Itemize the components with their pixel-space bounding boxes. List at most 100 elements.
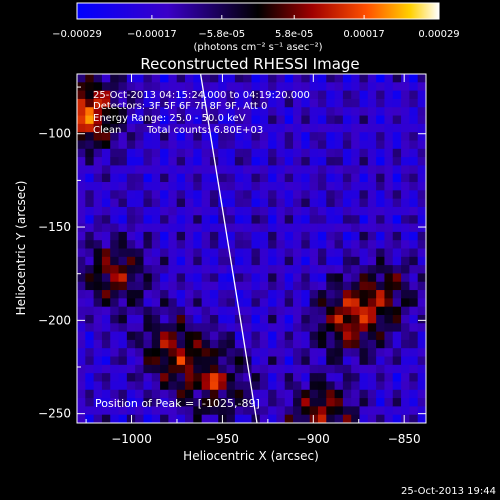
heatmap-cell (185, 281, 194, 291)
heatmap-cell (326, 132, 335, 141)
heatmap-cell (234, 348, 244, 357)
heatmap-cell (77, 123, 86, 133)
heatmap-cell (334, 290, 344, 299)
heatmap-cell (85, 414, 95, 423)
heatmap-cell (251, 74, 261, 83)
heatmap-cell (359, 381, 369, 391)
heatmap-cell (276, 306, 286, 316)
heatmap-cell (384, 281, 394, 291)
heatmap-cell (176, 215, 186, 224)
heatmap-cell (85, 398, 95, 407)
heatmap-cell (301, 273, 311, 283)
heatmap-cell (218, 348, 227, 357)
heatmap-cell (126, 98, 136, 108)
heatmap-cell (209, 231, 219, 241)
x-axis-label: Heliocentric X (arcsec) (183, 449, 319, 463)
heatmap-cell (268, 74, 277, 83)
heatmap-cell (185, 157, 194, 166)
heatmap-cell (351, 231, 360, 241)
heatmap-cell (284, 314, 294, 324)
heatmap-cell (126, 231, 136, 241)
heatmap-cell (342, 206, 352, 216)
heatmap-cell (334, 381, 344, 391)
heatmap-cell (143, 107, 153, 116)
heatmap-cell (359, 123, 369, 133)
heatmap-cell (118, 331, 128, 341)
heatmap-cell (201, 115, 211, 125)
heatmap-cell (85, 173, 95, 183)
heatmap-cell (251, 140, 261, 150)
heatmap-cell (85, 348, 95, 357)
heatmap-cell (143, 331, 153, 341)
heatmap-cell (176, 339, 186, 349)
heatmap-cell (326, 123, 335, 133)
heatmap-cell (151, 74, 161, 83)
heatmap-cell (293, 107, 302, 116)
heatmap-cell (135, 74, 144, 83)
heatmap-cell (401, 223, 410, 233)
heatmap-cell (384, 182, 394, 191)
heatmap-cell (126, 364, 136, 374)
heatmap-cell (176, 290, 186, 299)
heatmap-cell (126, 298, 136, 308)
heatmap-cell (376, 414, 385, 423)
heatmap-cell (234, 298, 244, 308)
heatmap-cell (284, 198, 294, 208)
heatmap-cell (284, 406, 294, 416)
heatmap-cell (185, 389, 194, 399)
heatmap-cell (359, 107, 369, 116)
heatmap-cell (251, 182, 261, 191)
heatmap-cell (351, 248, 360, 258)
heatmap-cell (93, 406, 103, 416)
heatmap-cell (193, 215, 203, 224)
heatmap-cell (367, 98, 377, 108)
heatmap-cell (417, 414, 426, 423)
heatmap-cell (417, 215, 426, 224)
heatmap-cell (185, 90, 194, 100)
heatmap-cell (301, 90, 311, 100)
heatmap-cell (359, 256, 369, 266)
heatmap-cell (160, 381, 169, 391)
heatmap-cell (93, 82, 103, 92)
heatmap-cell (143, 215, 153, 224)
heatmap-cell (401, 323, 410, 332)
heatmap-cell (409, 381, 419, 391)
heatmap-cell (392, 157, 402, 166)
heatmap-cell (359, 281, 369, 291)
heatmap-cell (126, 148, 136, 158)
heatmap-cell (118, 157, 128, 166)
heatmap-cell (392, 356, 402, 366)
heatmap-cell (401, 206, 410, 216)
heatmap-cell (284, 290, 294, 299)
heatmap-cell (135, 348, 144, 357)
heatmap-cell (226, 215, 236, 224)
heatmap-cell (409, 331, 419, 341)
heatmap-cell (367, 90, 377, 100)
heatmap-cell (309, 215, 319, 224)
heatmap-cell (218, 364, 227, 374)
heatmap-cell (317, 173, 327, 183)
heatmap-cell (85, 290, 95, 299)
heatmap-cell (351, 298, 360, 308)
heatmap-cell (176, 323, 186, 332)
heatmap-cell (243, 414, 252, 423)
heatmap-cell (367, 406, 377, 416)
heatmap-cell (376, 398, 385, 407)
heatmap-cell (384, 339, 394, 349)
heatmap-cell (326, 190, 335, 200)
heatmap-cell (226, 198, 236, 208)
heatmap-cell (293, 165, 302, 175)
heatmap-cell (135, 414, 144, 423)
heatmap-cell (276, 198, 286, 208)
heatmap-cell (160, 157, 169, 166)
heatmap-cell (301, 98, 311, 108)
heatmap-cell (417, 165, 426, 175)
heatmap-cell (160, 240, 169, 249)
heatmap-cell (351, 98, 360, 108)
heatmap-cell (417, 190, 426, 200)
heatmap-cell (201, 215, 211, 224)
heatmap-cell (384, 348, 394, 357)
heatmap-cell (176, 364, 186, 374)
heatmap-cell (101, 165, 111, 175)
heatmap-cell (93, 198, 103, 208)
